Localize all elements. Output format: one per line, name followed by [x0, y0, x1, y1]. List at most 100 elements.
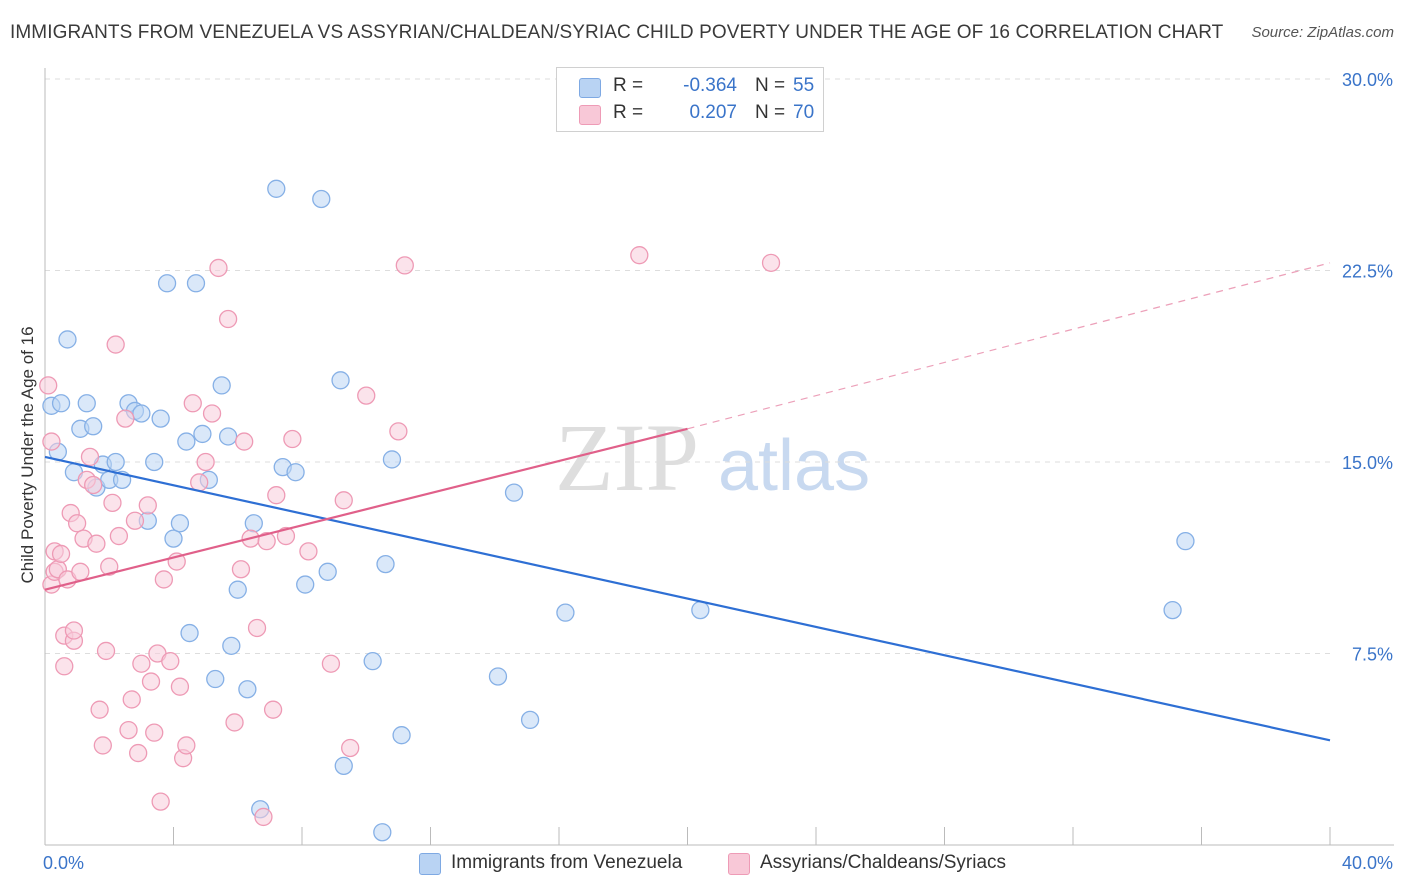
data-point-venezuela [164, 529, 183, 548]
data-point-assyrian [161, 652, 180, 671]
data-point-venezuela [84, 417, 103, 436]
data-point-assyrian [129, 743, 148, 763]
data-point-assyrian [177, 736, 196, 755]
bottom-legend-label-assyrian: Assyrians/Chaldeans/Syriacs [760, 852, 1007, 873]
data-point-venezuela [58, 330, 77, 349]
data-point-assyrian [64, 621, 84, 640]
data-point-venezuela [382, 450, 402, 469]
data-point-venezuela [186, 274, 206, 293]
data-point-assyrian [90, 700, 109, 719]
legend-n-value: 55 [793, 75, 815, 96]
watermark-atlas: atlas [718, 426, 870, 506]
data-point-assyrian [209, 258, 228, 278]
data-point-assyrian [151, 792, 170, 811]
data-point-assyrian [276, 526, 296, 546]
data-point-assyrian [119, 720, 138, 740]
y-tick-label: 7.5% [1352, 645, 1393, 665]
data-point-assyrian [247, 618, 267, 638]
data-point-assyrian [254, 807, 273, 827]
data-point-venezuela [222, 636, 241, 655]
data-point-venezuela [691, 600, 710, 620]
data-point-assyrian [96, 641, 116, 661]
data-point-assyrian [138, 496, 157, 515]
y-tick-label: 15.0% [1342, 453, 1393, 473]
bottom-legend-swatch-assyrian [728, 853, 750, 875]
trend-line-venezuela [44, 455, 1331, 742]
legend-r-label: R = [613, 75, 644, 96]
bottom-legend-label-venezuela: Immigrants from Venezuela [451, 852, 683, 873]
correlation-legend: R = -0.364 N = 55 R = 0.207 N = 70 [556, 67, 824, 132]
data-point-assyrian [93, 736, 112, 755]
data-point-assyrian [116, 409, 135, 428]
data-point-assyrian [106, 335, 125, 354]
data-point-assyrian [196, 452, 215, 472]
data-point-venezuela [212, 376, 231, 395]
data-point-assyrian [125, 511, 145, 530]
data-point-venezuela [296, 575, 315, 594]
data-point-assyrian [225, 713, 244, 732]
legend-swatch-venezuela [579, 78, 601, 98]
x-tick-label: 0.0% [43, 853, 84, 873]
source-label: Source: ZipAtlas.com [1251, 24, 1394, 41]
data-point-venezuela [363, 652, 382, 671]
x-tick-label: 40.0% [1342, 853, 1393, 873]
data-point-assyrian [122, 690, 141, 709]
data-point-assyrian [80, 447, 100, 467]
data-point-venezuela [170, 514, 190, 533]
legend-swatch-assyrian [579, 105, 601, 125]
data-point-venezuela [334, 756, 353, 775]
data-point-venezuela [106, 452, 125, 472]
data-point-venezuela [373, 823, 392, 842]
legend-n-label: N = [755, 102, 786, 123]
data-point-assyrian [334, 491, 353, 510]
data-point-venezuela [180, 623, 199, 643]
legend-n-label: N = [755, 75, 786, 96]
data-point-venezuela [392, 726, 411, 745]
data-point-assyrian [87, 534, 106, 553]
data-point-assyrian [55, 657, 74, 676]
data-point-assyrian [218, 309, 238, 329]
legend-r-value: -0.364 [683, 75, 737, 96]
data-point-assyrian [103, 493, 122, 513]
data-point-assyrian [190, 473, 209, 492]
data-point-assyrian [267, 486, 286, 505]
data-point-assyrian [283, 429, 302, 449]
legend-r-label: R = [613, 102, 644, 123]
data-point-assyrian [231, 560, 251, 579]
data-point-venezuela [520, 710, 540, 730]
data-point-assyrian [299, 542, 318, 561]
data-point-venezuela [267, 179, 286, 198]
data-point-assyrian [71, 562, 90, 581]
data-point-venezuela [556, 603, 575, 622]
data-point-venezuela [1163, 600, 1182, 620]
data-point-venezuela [376, 554, 395, 574]
data-point-venezuela [312, 189, 331, 209]
data-point-assyrian [141, 672, 161, 691]
data-point-assyrian [109, 526, 129, 546]
data-point-venezuela [244, 514, 263, 533]
chart-title: IMMIGRANTS FROM VENEZUELA VS ASSYRIAN/CH… [10, 22, 1224, 43]
data-point-venezuela [318, 562, 337, 581]
data-point-venezuela [331, 371, 350, 390]
y-tick-label: 30.0% [1342, 70, 1393, 90]
data-point-assyrian [39, 376, 58, 395]
data-point-venezuela [132, 404, 151, 423]
data-point-assyrian [170, 677, 190, 696]
watermark-zip: ZIP [555, 404, 699, 511]
data-point-assyrian [263, 700, 283, 719]
legend-n-value: 70 [793, 102, 815, 123]
data-point-venezuela [488, 667, 508, 686]
data-point-venezuela [145, 452, 164, 472]
data-point-venezuela [218, 427, 238, 446]
data-point-assyrian [235, 432, 254, 451]
data-point-venezuela [77, 394, 96, 413]
data-point-assyrian [132, 654, 151, 673]
data-point-venezuela [157, 274, 177, 293]
data-point-venezuela [206, 669, 225, 689]
data-point-assyrian [145, 723, 164, 742]
data-point-assyrian [42, 432, 61, 451]
data-point-venezuela [151, 409, 170, 428]
data-point-venezuela [51, 394, 71, 413]
data-point-assyrian [100, 557, 119, 576]
